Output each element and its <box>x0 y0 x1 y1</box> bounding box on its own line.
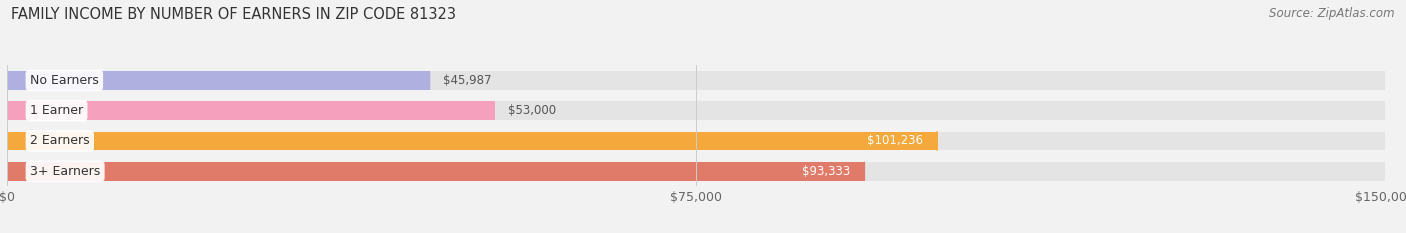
Bar <box>7 71 429 90</box>
Text: 1 Earner: 1 Earner <box>30 104 83 117</box>
Bar <box>7 132 1385 150</box>
Text: FAMILY INCOME BY NUMBER OF EARNERS IN ZIP CODE 81323: FAMILY INCOME BY NUMBER OF EARNERS IN ZI… <box>11 7 457 22</box>
Text: 2 Earners: 2 Earners <box>30 134 90 147</box>
Text: No Earners: No Earners <box>30 74 98 87</box>
Bar <box>7 71 1385 90</box>
Bar <box>7 101 494 120</box>
Bar <box>7 162 1385 181</box>
Bar <box>7 101 1385 120</box>
Text: $53,000: $53,000 <box>508 104 555 117</box>
Bar <box>7 162 865 181</box>
Text: $101,236: $101,236 <box>868 134 924 147</box>
Text: Source: ZipAtlas.com: Source: ZipAtlas.com <box>1270 7 1395 20</box>
Text: $93,333: $93,333 <box>803 165 851 178</box>
Text: $45,987: $45,987 <box>443 74 492 87</box>
Text: 3+ Earners: 3+ Earners <box>30 165 100 178</box>
Bar <box>7 132 936 150</box>
